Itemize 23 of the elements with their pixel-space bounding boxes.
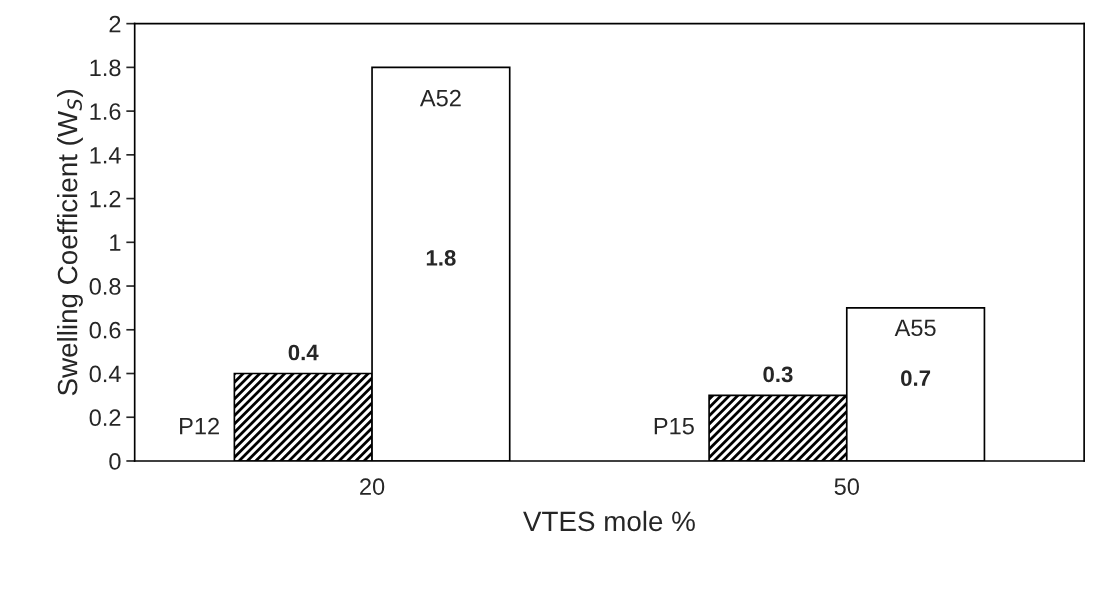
y-tick-label: 0 xyxy=(109,453,121,470)
y-tick-label: 0.6 xyxy=(89,321,121,339)
data-label: 0.4 xyxy=(288,344,319,361)
y-tick-label: 1.8 xyxy=(90,59,121,77)
y-axis-title: Swelling Coefficient (W$_{S}$) xyxy=(57,89,83,396)
data-label: 1.8 xyxy=(426,250,456,266)
annotation: A55 xyxy=(894,319,936,337)
x-tick-label: 20 xyxy=(360,478,385,495)
y-tick-label: 1.2 xyxy=(90,190,121,208)
annotation: A52 xyxy=(419,89,461,107)
data-label: 0.7 xyxy=(901,370,931,387)
y-tick-label: 1.6 xyxy=(90,103,121,120)
y-tick-label: 0.2 xyxy=(89,409,121,427)
y-tick-label: 1 xyxy=(110,234,121,251)
annotation: P15 xyxy=(654,418,694,435)
data-label: 0.3 xyxy=(763,366,793,383)
y-tick-label: 2 xyxy=(109,15,121,33)
x-axis-title: VTES mole % xyxy=(523,510,695,532)
annotation: P12 xyxy=(180,417,219,435)
x-tick-label: 50 xyxy=(834,478,859,495)
y-tick-label: 0.8 xyxy=(89,278,121,295)
y-tick-label: 0.4 xyxy=(89,365,121,383)
y-tick-label: 1.4 xyxy=(90,147,121,164)
